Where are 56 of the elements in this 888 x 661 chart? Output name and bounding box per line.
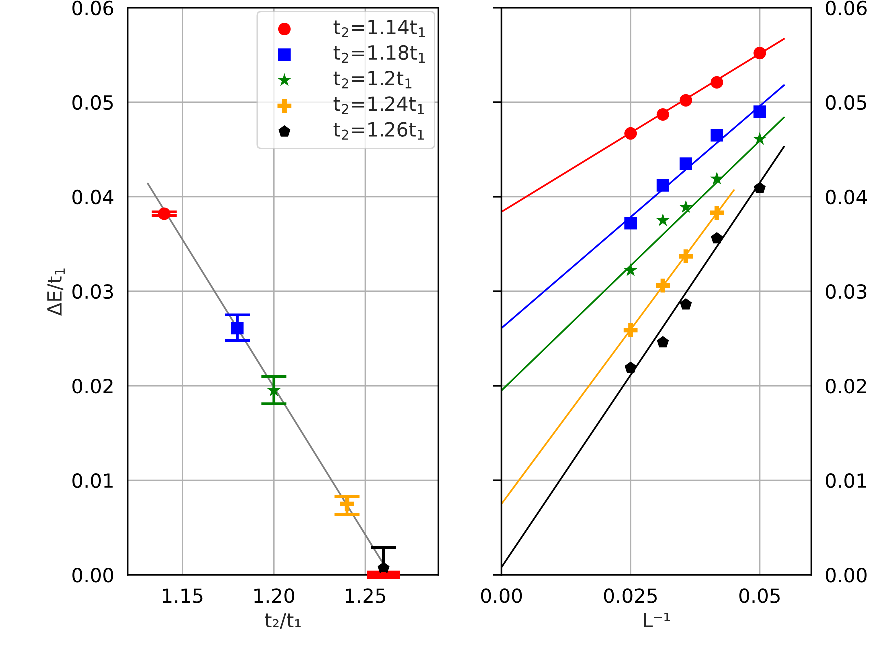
- y-tick-label: 0.03: [826, 284, 867, 300]
- point: [624, 264, 638, 276]
- point: [158, 208, 171, 220]
- y-tick-label: 0.01: [826, 474, 866, 488]
- y-tick-label: 0.01: [72, 474, 113, 488]
- y-tick-label: 0.04: [826, 190, 868, 205]
- x-axis-title: L⁻¹: [644, 613, 670, 628]
- x-tick-label: 0.05: [740, 588, 780, 604]
- x-tick-label: 1.20: [254, 588, 294, 604]
- point: [710, 172, 724, 185]
- point: [711, 232, 724, 244]
- point: [679, 200, 693, 214]
- x-tick-label: 0.025: [604, 588, 657, 604]
- legend-label: t$_{2}$=1.18t$_{1}$: [334, 45, 426, 64]
- y-tick-label: 0.00: [826, 568, 867, 583]
- x-tick-label: 1.15: [163, 588, 203, 604]
- point: [710, 129, 724, 142]
- point: [231, 322, 244, 335]
- y-tick-label: 0.02: [72, 378, 113, 394]
- point: [624, 127, 638, 140]
- y-axis-title: ΔE/t$_{1}$: [48, 268, 65, 316]
- point: [378, 562, 390, 574]
- y-tick-label: 0.00: [72, 568, 114, 583]
- point: [680, 158, 692, 170]
- point: [624, 217, 638, 230]
- point: [710, 76, 724, 89]
- point: [624, 323, 638, 338]
- x-axis-title: t₂/t₁: [265, 613, 301, 630]
- point: [624, 362, 637, 374]
- point: [710, 206, 724, 220]
- legend-label: t$_{2}$=1.26t$_{1}$: [334, 122, 424, 140]
- y-tick-label: 0.02: [826, 378, 866, 394]
- point: [753, 132, 767, 146]
- point: [656, 278, 670, 293]
- legend-label: t$_{2}$=1.2t$_{1}$: [334, 71, 412, 89]
- y-tick-label: 0.04: [72, 190, 114, 205]
- point: [680, 298, 692, 310]
- point: [754, 47, 766, 60]
- y-tick-label: 0.05: [826, 95, 866, 110]
- point: [656, 179, 670, 192]
- point: [657, 336, 670, 348]
- point: [656, 213, 670, 226]
- point: [754, 182, 766, 194]
- y-tick-label: 0.06: [826, 0, 867, 16]
- y-tick-label: 0.05: [72, 95, 113, 110]
- y-tick-label: 0.03: [72, 284, 114, 300]
- y-tick-label: 0.06: [72, 0, 114, 16]
- point: [340, 497, 354, 512]
- x-tick-label: 0.00: [481, 588, 522, 604]
- legend-label: t$_{2}$=1.24t$_{1}$: [334, 96, 424, 114]
- point: [754, 106, 766, 118]
- x-tick-label: 1.25: [346, 588, 386, 604]
- point: [679, 250, 694, 264]
- point: [656, 108, 670, 121]
- point: [680, 94, 692, 107]
- legend-label: t$_{2}$=1.14t$_{1}$: [334, 20, 426, 38]
